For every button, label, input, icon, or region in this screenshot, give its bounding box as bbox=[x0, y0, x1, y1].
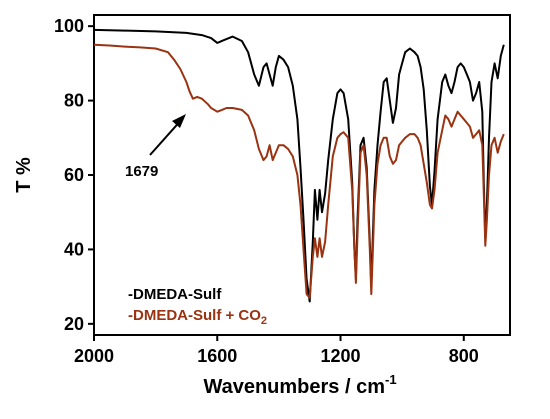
x-axis-title-sup: -1 bbox=[385, 372, 397, 387]
y-tick-label: 100 bbox=[54, 16, 84, 36]
x-tick-label: 1200 bbox=[320, 346, 360, 366]
x-tick-label: 1600 bbox=[197, 346, 237, 366]
series-line-2 bbox=[93, 43, 505, 299]
x-axis-title: Wavenumbers / cm-1 bbox=[203, 372, 396, 398]
plot-area: 2000 1600 1200 800 20 40 60 80 100 bbox=[54, 14, 511, 366]
y-tick-label: 60 bbox=[64, 165, 84, 185]
y-axis-title: T % bbox=[13, 157, 35, 193]
annotation-arrowhead bbox=[172, 114, 186, 128]
legend: -DMEDA-Sulf -DMEDA-Sulf + CO2 bbox=[128, 286, 267, 327]
legend-entry-2-main: -DMEDA-Sulf + CO bbox=[128, 307, 261, 324]
legend-entry-1: -DMEDA-Sulf bbox=[128, 286, 222, 303]
series-lines bbox=[93, 28, 505, 303]
x-tick-label: 800 bbox=[449, 346, 479, 366]
x-axis-title-main: Wavenumbers / cm bbox=[203, 376, 385, 398]
x-tick-label: 2000 bbox=[74, 346, 114, 366]
y-tick-label: 80 bbox=[64, 91, 84, 111]
legend-entry-2-sub: 2 bbox=[261, 315, 267, 327]
y-tick-label: 20 bbox=[64, 314, 84, 334]
y-tick-label: 40 bbox=[64, 239, 84, 259]
annotation-label: 1679 bbox=[125, 163, 158, 180]
legend-entry-2: -DMEDA-Sulf + CO2 bbox=[128, 307, 267, 327]
axis-ticks: 2000 1600 1200 800 20 40 60 80 100 bbox=[54, 16, 479, 366]
peak-annotation: 1679 bbox=[125, 114, 186, 180]
